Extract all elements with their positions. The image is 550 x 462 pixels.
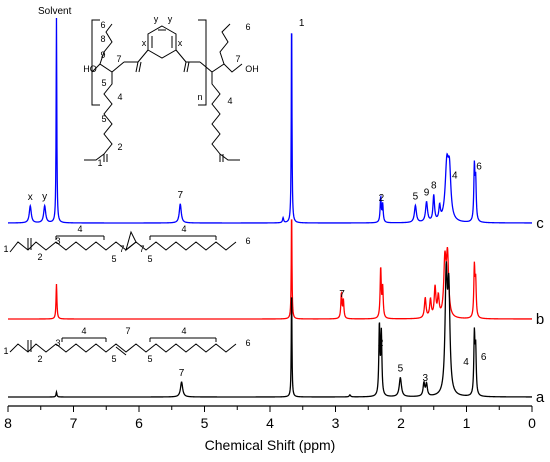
polymer-label-0: 6: [100, 20, 105, 30]
peak-label-c-1: y: [42, 192, 47, 203]
epoxide-label-5: 7: [119, 244, 124, 254]
polymer-label-13: x: [178, 38, 183, 48]
peak-label-c-4: 5: [413, 191, 419, 202]
peak-label-a-extra-1: 6: [481, 352, 487, 363]
polymer-label-15: y: [168, 14, 173, 24]
epoxide-label-6: 7: [139, 244, 144, 254]
epoxide-label-0: 1: [3, 244, 8, 254]
epoxide-label-3: 2: [37, 252, 42, 262]
spectra: [8, 17, 532, 398]
x-tick-label-4: 4: [266, 415, 274, 431]
x-axis-title: Chemical Shift (ppm): [205, 437, 336, 453]
x-axis-ticks: 8 7 6 5 4 3 2 1 0: [4, 406, 536, 431]
peak-label-c-2: 7: [177, 190, 183, 201]
peak-label-a-1: 2: [378, 338, 384, 349]
x-tick-label-8: 0: [528, 415, 536, 431]
olefin-label-6: 5: [147, 354, 152, 364]
olefin-label-8: 6: [245, 338, 250, 348]
trace-label-b: b: [536, 311, 544, 328]
epoxide-label-9: 6: [245, 236, 250, 246]
olefin-label-4: 2: [37, 354, 42, 364]
peak-label-a-2: 5: [398, 364, 404, 375]
trace-label-a: a: [536, 389, 545, 406]
spectrum-c: [8, 17, 532, 224]
olefin-label-7: 4: [181, 326, 186, 336]
polymer-label-6: OH: [245, 64, 259, 74]
x-tick-label-0: 8: [4, 415, 12, 431]
peak-label-c-8: 6: [476, 162, 482, 173]
olefin-label-3: 7: [125, 326, 130, 336]
polymer-label-5: HO: [83, 64, 97, 74]
polymer-label-3: 7: [116, 54, 121, 64]
x-tick-label-7: 1: [463, 415, 471, 431]
polymer-structure-labels: 6 8 9 7 7 HO OH 5 4 5 2 1 x x y y n 4 6: [83, 14, 259, 168]
solvent-label: Solvent: [38, 6, 72, 17]
x-tick-label-3: 5: [201, 415, 209, 431]
epoxide-label-2: 4: [77, 224, 82, 234]
polymer-label-9: 5: [101, 114, 106, 124]
epoxide-label-8: 4: [181, 224, 186, 234]
x-tick-label-5: 3: [332, 415, 340, 431]
polymer-label-4: 7: [235, 54, 240, 64]
olefin-label-2: 4: [81, 326, 86, 336]
olefin-label-1: 3: [55, 338, 60, 348]
peak-label-c-5: 9: [424, 188, 430, 199]
polymer-label-10: 2: [117, 142, 122, 152]
peak-label-c-0: x: [28, 192, 33, 203]
peak-label-a-0: 7: [179, 368, 185, 379]
x-tick-label-6: 2: [397, 415, 405, 431]
olefin-label-5: 5: [111, 354, 116, 364]
peak-label-c-3: 2: [379, 193, 385, 204]
trace-labels: c b a: [536, 215, 545, 406]
polymer-label-17: 4: [227, 96, 232, 106]
polymer-label-7: 5: [101, 78, 106, 88]
olefin-structure-labels: 1 3 4 7 2 5 5 4 6: [3, 326, 250, 364]
spectrum-b: [8, 219, 532, 320]
polymer-label-1: 8: [100, 34, 105, 44]
epoxide-label-1: 3: [55, 236, 60, 246]
peak-label-a-3: 3: [422, 373, 428, 384]
peak-label-c-7: 4: [452, 170, 458, 181]
x-tick-label-2: 6: [135, 415, 143, 431]
polymer-label-16: n: [197, 92, 202, 102]
olefin-structure: [9, 337, 237, 356]
polymer-label-14: y: [154, 14, 159, 24]
polymer-label-18: 6: [245, 22, 250, 32]
epoxide-label-7: 5: [147, 254, 152, 264]
peak-label-c-9: 1: [299, 18, 305, 29]
olefin-label-0: 1: [3, 346, 8, 356]
polymer-label-8: 4: [117, 92, 122, 102]
peak-label-a-extra-0: 4: [463, 357, 469, 368]
polymer-label-2: 9: [100, 50, 105, 60]
trace-label-c: c: [536, 215, 544, 232]
x-tick-label-1: 7: [70, 415, 78, 431]
peak-label-b-0: 7: [339, 289, 345, 300]
epoxide-structure: [9, 230, 237, 253]
polymer-structure: [84, 19, 243, 162]
peak-label-c-6: 8: [431, 180, 437, 191]
epoxide-label-4: 5: [111, 254, 116, 264]
polymer-label-12: x: [142, 38, 147, 48]
spectrum-a: [8, 261, 532, 398]
polymer-label-11: 1: [97, 158, 102, 168]
